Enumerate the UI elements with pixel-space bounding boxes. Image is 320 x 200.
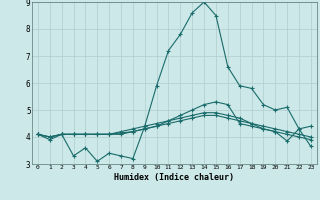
X-axis label: Humidex (Indice chaleur): Humidex (Indice chaleur)	[115, 173, 234, 182]
